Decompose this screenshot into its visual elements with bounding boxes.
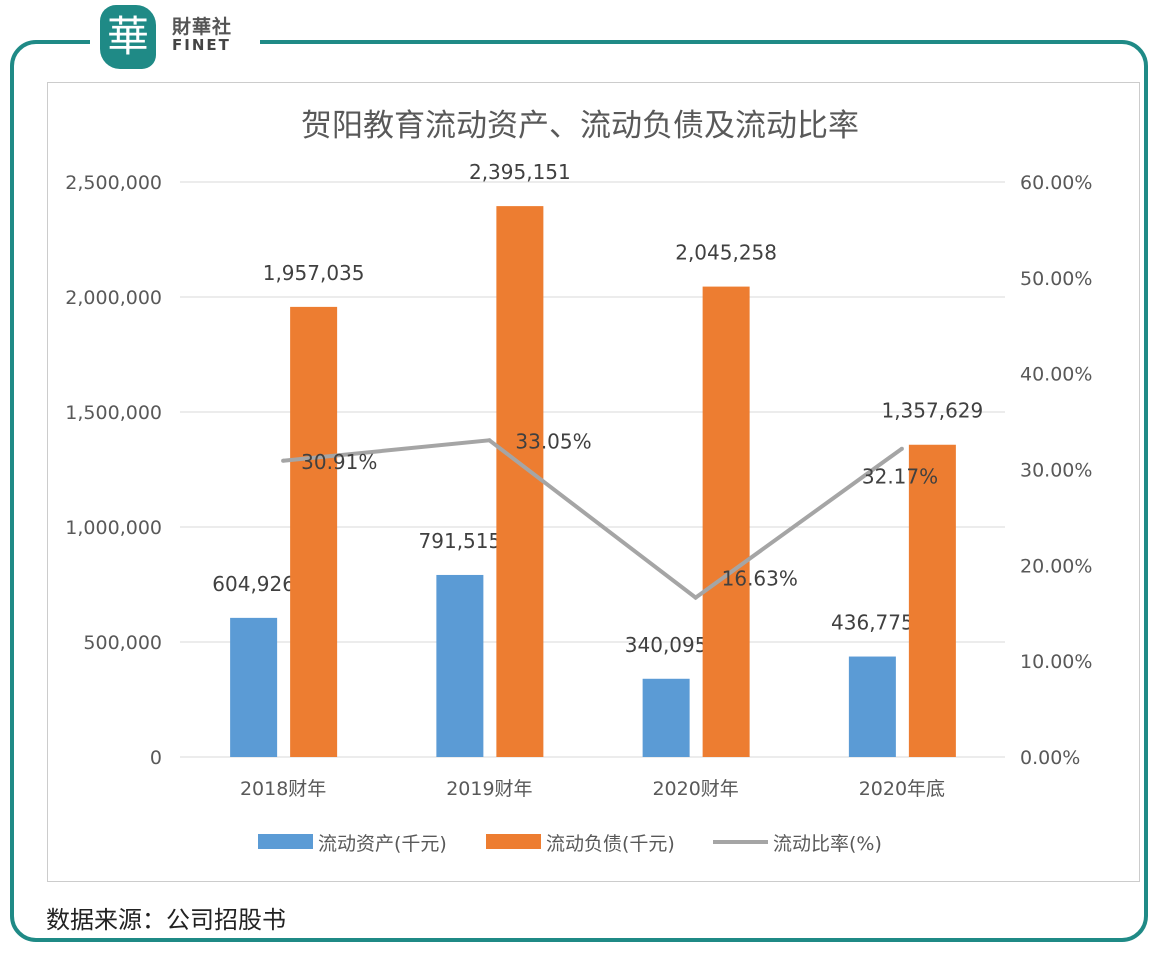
source-note: 数据来源：公司招股书 <box>46 906 286 934</box>
y-left-tick-label: 1,500,000 <box>65 402 162 424</box>
bar-current-assets <box>848 656 896 757</box>
current-ratio-point <box>693 595 698 600</box>
current-ratio-line <box>282 438 904 601</box>
bar-current-liabilities <box>908 444 956 757</box>
line-data-label: 32.17% <box>862 465 938 489</box>
bar-data-label: 604,926 <box>212 572 295 596</box>
line-data-label: 30.91% <box>301 450 377 474</box>
y-right-tick-label: 40.00% <box>1020 364 1092 386</box>
y-right-tick-label: 50.00% <box>1020 268 1092 290</box>
line-data-label: 16.63% <box>722 567 798 591</box>
outer-border <box>10 40 1148 942</box>
legend-label: 流动负债(千元) <box>546 833 675 855</box>
x-tick-label: 2019财年 <box>446 778 532 800</box>
bar-current-liabilities <box>496 206 544 758</box>
bar-current-assets <box>436 574 484 757</box>
bar-data-label: 791,515 <box>419 529 502 553</box>
x-tick-label: 2020财年 <box>652 778 738 800</box>
bar-current-liabilities <box>702 286 750 757</box>
legend-swatch <box>486 834 541 849</box>
legend-label: 流动资产(千元) <box>318 833 447 855</box>
current-ratio-point <box>281 458 286 463</box>
y-right-tick-label: 0.00% <box>1020 747 1080 769</box>
bar-data-label: 1,357,629 <box>881 399 983 423</box>
bar-current-assets <box>230 617 278 757</box>
chart-title: 贺阳教育流动资产、流动负债及流动比率 <box>301 108 859 144</box>
x-tick-label: 2018财年 <box>240 778 326 800</box>
bar-current-liabilities <box>290 306 338 757</box>
current-ratio-point <box>487 438 492 443</box>
legend-label: 流动比率(%) <box>773 833 882 855</box>
finet-logo-name-en: FINET <box>172 36 231 54</box>
y-left-tick-label: 1,000,000 <box>65 517 162 539</box>
finet-logo-mark: 華 <box>100 5 156 69</box>
current-ratio-point <box>899 446 904 451</box>
y-left-tick-label: 500,000 <box>83 632 162 654</box>
bar-current-assets <box>642 678 690 757</box>
legend-swatch <box>258 834 313 849</box>
y-left-tick-label: 0 <box>150 747 162 769</box>
x-tick-label: 2020年底 <box>859 778 945 800</box>
bar-data-label: 436,775 <box>831 611 914 635</box>
finet-logo-name-cn: 財華社 <box>172 16 233 38</box>
y-right-tick-label: 20.00% <box>1020 555 1092 577</box>
y-left-tick-label: 2,500,000 <box>65 172 162 194</box>
bar-data-label: 2,045,258 <box>675 241 777 265</box>
bar-data-label: 340,095 <box>625 633 708 657</box>
bar-data-label: 1,957,035 <box>263 261 365 285</box>
chart-frame <box>47 82 1140 882</box>
y-right-tick-label: 60.00% <box>1020 172 1092 194</box>
y-left-tick-label: 2,000,000 <box>65 287 162 309</box>
y-right-tick-label: 10.00% <box>1020 651 1092 673</box>
y-right-tick-label: 30.00% <box>1020 460 1092 482</box>
line-data-label: 33.05% <box>515 429 591 453</box>
bar-data-label: 2,395,151 <box>469 160 571 184</box>
